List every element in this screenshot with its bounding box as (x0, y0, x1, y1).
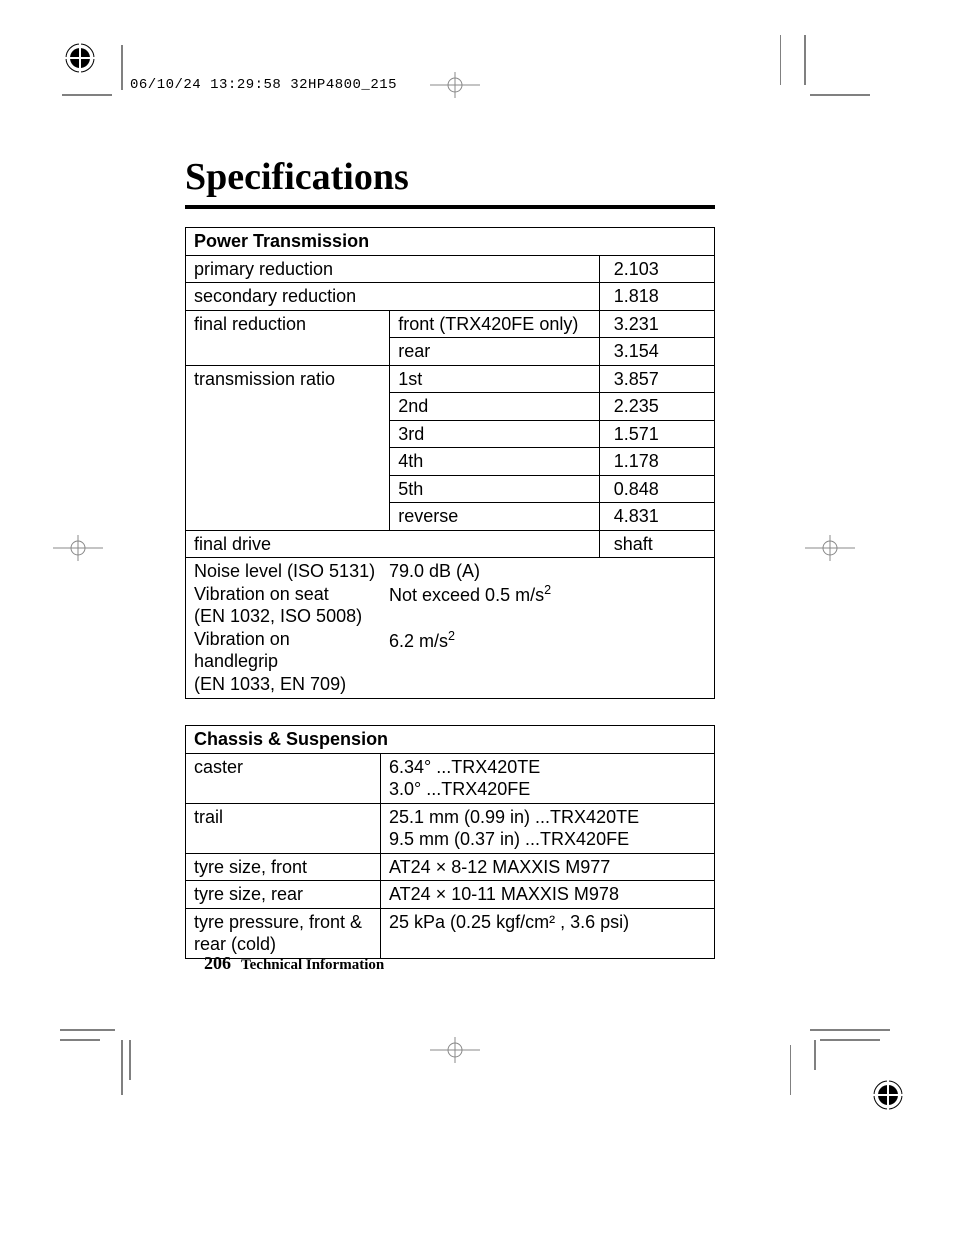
spec-label: (EN 1033, EN 709) (194, 673, 389, 696)
spec-value: 1.571 (599, 420, 714, 448)
spec-label: transmission ratio (186, 365, 390, 530)
spec-value: 3.857 (599, 365, 714, 393)
spec-value: shaft (599, 530, 714, 558)
spec-label: tyre size, front (186, 853, 381, 881)
section-header: Chassis & Suspension (186, 726, 715, 754)
table-chassis-suspension: Chassis & Suspension caster 6.34° ...TRX… (185, 725, 715, 959)
spec-label: Vibration on seat (194, 583, 389, 606)
registration-mark-left-center (48, 533, 108, 568)
registration-mark-top-center (425, 70, 485, 105)
spec-label: secondary reduction (186, 283, 600, 311)
spec-value: 0.848 (599, 475, 714, 503)
crop-corner-top-right (780, 35, 900, 110)
table-power-transmission: Power Transmission primary reduction 2.1… (185, 227, 715, 699)
registration-mark-right-center (800, 533, 860, 568)
spec-block: Noise level (ISO 5131) Vibration on seat… (186, 558, 715, 699)
spec-label: Noise level (ISO 5131) (194, 560, 389, 583)
page-number: 206 (204, 953, 231, 973)
spec-label: tyre pressure, front & rear (cold) (186, 908, 381, 958)
spec-sublabel: 1st (390, 365, 600, 393)
spec-value: 6.34° ...TRX420TE 3.0° ...TRX420FE (381, 753, 715, 803)
section-header: Power Transmission (186, 228, 715, 256)
title-rule (185, 205, 715, 209)
spec-value: 25 kPa (0.25 kgf/cm² , 3.6 psi) (381, 908, 715, 958)
spec-sublabel: reverse (390, 503, 600, 531)
spec-label: tyre size, rear (186, 881, 381, 909)
spec-value: 2.103 (599, 255, 714, 283)
crop-corner-bottom-left (60, 1025, 140, 1110)
spec-sublabel: front (TRX420FE only) (390, 310, 600, 338)
spec-sublabel: 4th (390, 448, 600, 476)
spec-label: caster (186, 753, 381, 803)
spec-value: 3.154 (599, 338, 714, 366)
spec-sublabel: rear (390, 338, 600, 366)
spec-label: trail (186, 803, 381, 853)
spec-value: 4.831 (599, 503, 714, 531)
spec-value: 3.231 (599, 310, 714, 338)
spec-value: AT24 × 8-12 MAXXIS M977 (381, 853, 715, 881)
registration-mark-bottom-center (425, 1035, 485, 1070)
spec-value: Not exceed 0.5 m/s2 (389, 583, 551, 607)
spec-sublabel: 2nd (390, 393, 600, 421)
footer-section: Technical Information (241, 957, 384, 973)
spec-value: 25.1 mm (0.99 in) ...TRX420TE 9.5 mm (0.… (381, 803, 715, 853)
spec-value: 1.178 (599, 448, 714, 476)
spec-label: (EN 1032, ISO 5008) (194, 605, 389, 628)
page-footer: 206 Technical Information (204, 953, 384, 974)
page-title: Specifications (185, 155, 715, 199)
crop-corner-top-left (62, 45, 132, 120)
spec-value: 1.818 (599, 283, 714, 311)
spec-value: 2.235 (599, 393, 714, 421)
spec-label: final drive (186, 530, 600, 558)
registration-mark-bottom-right (856, 1063, 926, 1138)
spec-sublabel: 5th (390, 475, 600, 503)
header-timestamp: 06/10/24 13:29:58 32HP4800_215 (130, 77, 397, 93)
spec-label: primary reduction (186, 255, 600, 283)
spec-label: final reduction (186, 310, 390, 365)
spec-value: AT24 × 10-11 MAXXIS M978 (381, 881, 715, 909)
page-content: Specifications Power Transmission primar… (185, 155, 715, 985)
spec-value: 6.2 m/s2 (389, 629, 551, 653)
spec-label: Vibration on (194, 628, 389, 651)
spec-sublabel: 3rd (390, 420, 600, 448)
spec-label: handlegrip (194, 650, 389, 673)
spec-value: 79.0 dB (A) (389, 560, 551, 583)
